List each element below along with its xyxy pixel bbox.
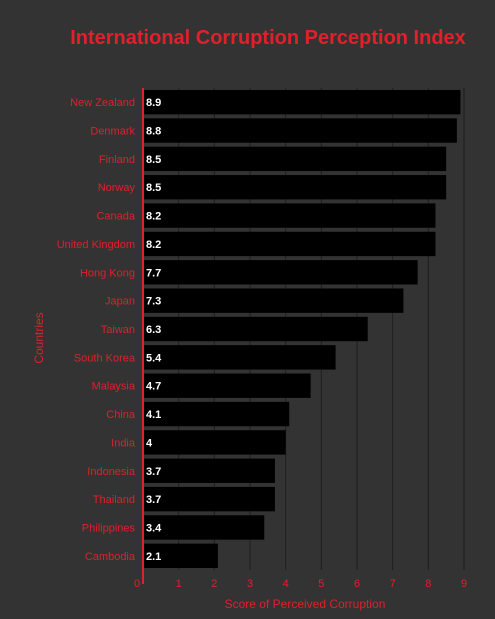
value-label-finland: 8.5 xyxy=(146,154,161,166)
value-label-south-korea: 5.4 xyxy=(146,352,162,364)
value-label-denmark: 8.8 xyxy=(146,126,161,138)
x-tick-label-4: 4 xyxy=(283,578,289,590)
bar-hong-kong xyxy=(143,260,418,285)
value-label-taiwan: 6.3 xyxy=(146,324,161,336)
bar-taiwan xyxy=(143,316,368,342)
category-label-japan: Japan xyxy=(105,296,135,308)
bar-cambodia xyxy=(143,543,218,569)
bar-china xyxy=(143,401,290,427)
x-tick-label-1: 1 xyxy=(176,578,182,590)
x-tick-label-9: 9 xyxy=(461,578,467,590)
value-label-philippines: 3.4 xyxy=(146,522,162,534)
category-label-malaysia: Malaysia xyxy=(92,381,136,393)
value-label-japan: 7.3 xyxy=(146,296,161,308)
value-label-norway: 8.5 xyxy=(146,182,161,194)
value-label-china: 4.1 xyxy=(146,409,161,421)
bar-norway xyxy=(143,175,447,200)
value-label-indonesia: 3.7 xyxy=(146,466,161,478)
chart-title: International Corruption Perception Inde… xyxy=(70,27,466,49)
category-label-canada: Canada xyxy=(96,211,135,223)
bar-philippines xyxy=(143,515,265,540)
x-tick-label-8: 8 xyxy=(425,578,431,590)
value-label-hong-kong: 7.7 xyxy=(146,267,161,279)
category-label-hong-kong: Hong Kong xyxy=(80,267,135,279)
bar-new-zealand xyxy=(143,89,461,115)
value-labels: 8.9 8.8 8.5 8.5 8.2 8.2 7.7 7.3 6.3 5.4 4.7 4.1 4 3.7… xyxy=(146,97,162,563)
value-label-new-zealand: 8.9 xyxy=(146,97,161,109)
bars xyxy=(143,89,461,569)
category-label-south-korea: South Korea xyxy=(74,352,136,364)
category-label-china: China xyxy=(106,409,136,421)
category-label-indonesia: Indonesia xyxy=(87,466,136,478)
x-tick-label-6: 6 xyxy=(354,578,360,590)
category-label-norway: Norway xyxy=(98,182,136,194)
bar-south-korea xyxy=(143,345,336,370)
category-label-denmark: Denmark xyxy=(90,126,135,138)
category-label-taiwan: Taiwan xyxy=(101,324,135,336)
x-tick-label-0: 0 xyxy=(134,578,140,590)
bar-united-kingdom xyxy=(143,231,436,257)
bar-canada xyxy=(143,203,436,228)
category-label-cambodia: Cambodia xyxy=(85,551,136,563)
value-label-india: 4 xyxy=(146,437,153,449)
x-tick-label-3: 3 xyxy=(247,578,253,590)
bar-denmark xyxy=(143,118,457,143)
y-axis-label: Countries xyxy=(32,312,46,363)
value-label-canada: 8.2 xyxy=(146,211,161,223)
bar-malaysia xyxy=(143,373,311,398)
value-label-malaysia: 4.7 xyxy=(146,381,161,393)
x-tick-label-2: 2 xyxy=(211,578,217,590)
category-label-india: India xyxy=(111,437,136,449)
category-label-thailand: Thailand xyxy=(93,494,135,506)
category-labels: New Zealand Denmark Finland Norway Canada Uni… xyxy=(57,97,136,563)
category-label-united-kingdom: United Kingdom xyxy=(57,239,135,251)
value-label-cambodia: 2.1 xyxy=(146,551,161,563)
bar-thailand xyxy=(143,486,275,512)
category-label-new-zealand: New Zealand xyxy=(70,97,135,109)
value-label-thailand: 3.7 xyxy=(146,494,161,506)
bar-india xyxy=(143,430,286,455)
bar-indonesia xyxy=(143,458,275,483)
category-label-philippines: Philippines xyxy=(82,522,136,534)
category-label-finland: Finland xyxy=(99,154,135,166)
x-tick-label-5: 5 xyxy=(318,578,324,590)
bar-finland xyxy=(143,146,447,172)
x-tick-labels: 0 1 2 3 4 5 6 7 8 9 xyxy=(134,578,467,590)
value-label-united-kingdom: 8.2 xyxy=(146,239,161,251)
x-tick-label-7: 7 xyxy=(390,578,396,590)
x-axis-label: Score of Perceived Corruption xyxy=(225,597,386,611)
bar-japan xyxy=(143,288,404,313)
